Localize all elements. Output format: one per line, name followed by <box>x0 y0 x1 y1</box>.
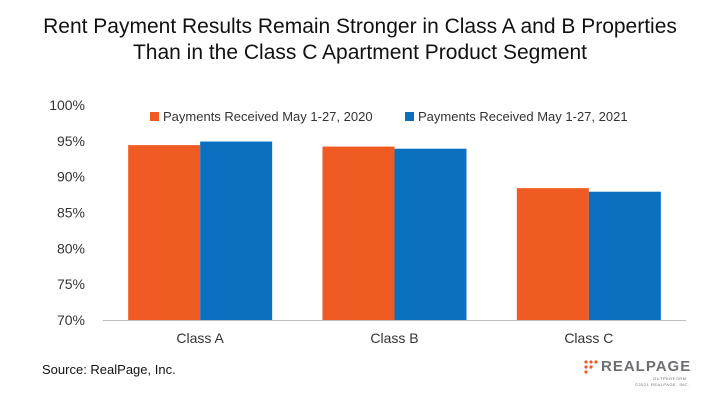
y-tick-label: 90% <box>57 169 85 185</box>
chart-title-line-2: Than in the Class C Apartment Product Se… <box>132 41 588 64</box>
realpage-logo: REALPAGE OUTPERFORM ©2021 REALPAGE, INC. <box>583 355 701 389</box>
realpage-logo-tagline: OUTPERFORM <box>653 376 687 381</box>
bar <box>322 146 395 320</box>
bar <box>394 148 467 320</box>
bar <box>128 145 201 320</box>
realpage-logo-word: REALPAGE <box>601 358 692 375</box>
legend-label: Payments Received May 1-27, 2020 <box>163 109 373 124</box>
legend-label: Payments Received May 1-27, 2021 <box>418 109 628 124</box>
realpage-logo-copyright: ©2021 REALPAGE, INC. <box>635 382 690 387</box>
bar <box>200 141 273 320</box>
y-tick-label: 85% <box>57 205 85 221</box>
x-tick-label: Class B <box>370 330 418 346</box>
bar <box>516 188 589 320</box>
y-tick-label: 100% <box>49 97 85 113</box>
y-tick-label: 75% <box>57 276 85 292</box>
bar <box>588 191 661 320</box>
legend-swatch <box>405 112 414 121</box>
chart-title: Rent Payment Results Remain Stronger in … <box>0 14 720 66</box>
x-tick-label: Class A <box>176 330 224 346</box>
y-tick-label: 80% <box>57 240 85 256</box>
legend-swatch <box>150 112 159 121</box>
source-note: Source: RealPage, Inc. <box>42 362 176 377</box>
y-tick-label: 95% <box>57 133 85 149</box>
realpage-logo-mark-icon <box>584 360 598 374</box>
x-tick-label: Class C <box>564 330 613 346</box>
chart-title-line-1: Rent Payment Results Remain Stronger in … <box>43 15 677 38</box>
y-tick-label: 70% <box>57 312 85 328</box>
